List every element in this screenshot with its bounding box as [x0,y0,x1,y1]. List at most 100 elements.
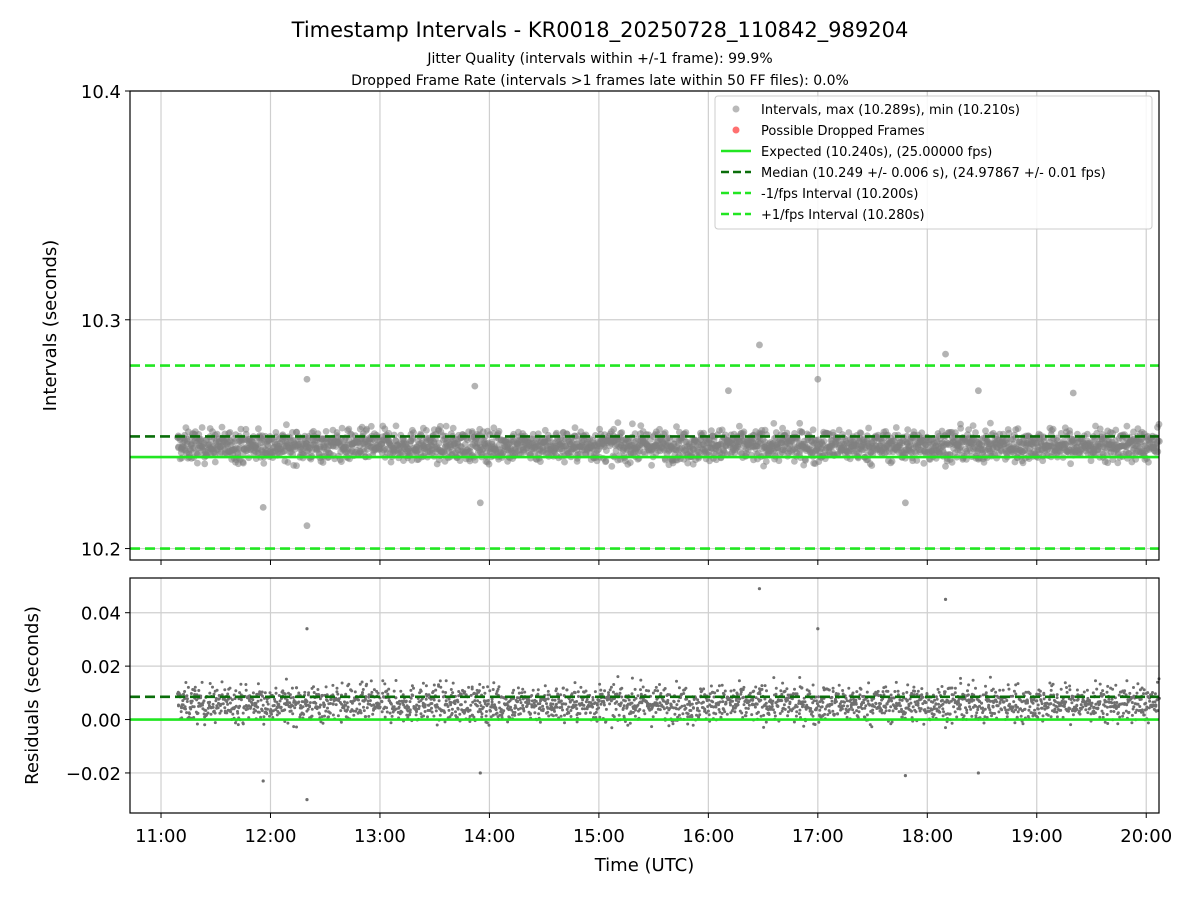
residual-point [183,690,187,693]
residual-point [912,685,916,689]
residual-point [557,697,561,701]
residual-point [469,693,473,697]
residual-point [974,686,977,690]
residual-point [1016,682,1020,686]
residual-point [629,710,633,714]
interval-point [284,459,292,466]
interval-point [194,459,201,467]
residual-point [711,700,715,704]
residual-point [456,700,460,704]
residual-point [940,685,944,688]
residual-point [560,705,564,709]
residual-point [627,698,631,702]
residual-point [364,715,368,719]
residual-point [561,686,565,690]
residual-point [432,698,436,702]
residual-point [489,709,492,713]
residual-point [569,709,573,712]
residual-point [422,714,425,718]
residual-point [1006,683,1010,687]
residual-point [803,700,807,704]
residual-point [283,692,287,696]
residual-point [870,725,874,729]
interval-point [614,419,622,426]
residual-point [690,713,694,717]
residual-point [259,698,263,702]
residual-point [811,714,815,718]
residual-point [567,705,571,709]
residual-point [185,700,189,703]
interval-point-outlier [725,387,732,395]
residual-point [546,710,550,714]
residual-point [772,676,776,680]
residual-point [921,702,925,706]
interval-point-outlier [303,375,311,383]
residual-point [270,712,273,716]
residual-point [937,702,940,706]
residual-point [666,701,670,705]
residual-point [950,686,954,690]
residual-point [916,701,920,705]
residual-point [910,709,913,713]
interval-point [468,428,476,435]
residual-point [884,706,888,709]
residual-point [1046,705,1050,709]
residual-point [677,699,681,703]
residual-point [639,688,642,692]
residual-point [697,700,701,704]
residual-point [454,710,457,714]
residual-point [193,689,197,693]
residual-point [301,705,305,709]
residual-point [546,689,550,693]
residual-point [966,689,969,693]
residual-point [887,709,891,713]
residual-point [677,713,681,717]
residual-point [782,703,786,707]
interval-point [865,424,872,432]
residual-point [195,722,199,726]
residual-point [423,705,427,709]
interval-point [648,461,655,469]
residual-point [733,710,737,714]
interval-point [610,425,618,433]
residual-point [260,709,264,713]
residual-point [795,705,799,709]
residual-point [523,690,527,694]
residual-point [884,685,888,689]
residual-point [453,702,457,706]
residual-point [279,705,283,709]
residual-point [950,721,954,725]
residual-point [1016,705,1019,709]
residual-point [762,713,766,717]
residual-point [851,708,855,712]
residual-point [297,691,301,695]
residual-point [920,687,924,691]
residual-point [911,705,915,709]
residual-point [855,690,859,694]
residual-point [336,714,340,718]
residual-point [642,709,646,713]
residual-point [847,686,851,690]
residual-point [408,700,412,704]
residual-point [221,702,225,706]
residual-point [890,720,894,724]
interval-point-outlier [1069,389,1077,397]
residual-point [314,701,318,705]
residual-point [965,711,969,715]
residual-point [519,701,523,705]
interval-point [260,460,268,467]
residual-point [239,682,243,686]
residual-point [1027,708,1031,712]
residual-point [546,697,550,701]
interval-point [194,450,202,458]
residual-point [952,705,956,709]
residual-point [381,679,385,683]
residual-point [470,685,474,689]
residual-point [347,682,351,686]
residual-point [520,691,524,695]
residual-point [744,711,748,714]
residual-point [651,715,655,719]
residual-point [219,709,223,713]
interval-point [904,426,912,433]
residual-point [534,699,538,703]
